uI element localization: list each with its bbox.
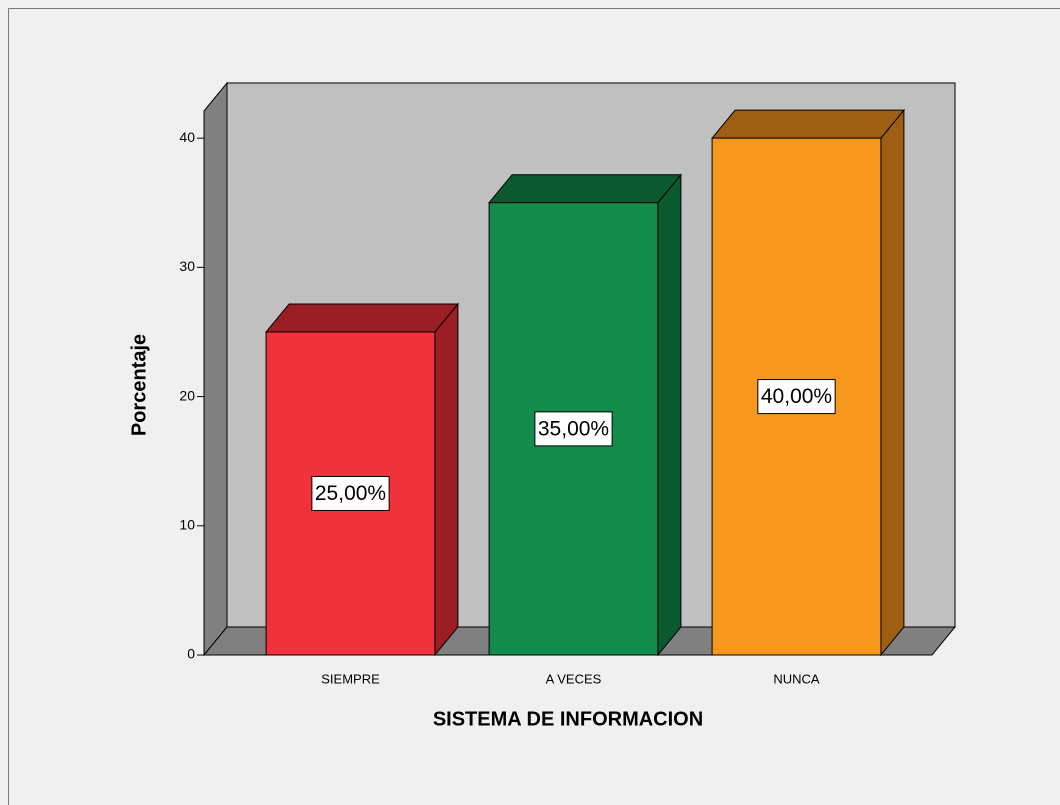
y-tick-label: 0 [187, 646, 195, 662]
data-label: 40,00% [761, 385, 832, 408]
bar-top [488, 174, 682, 204]
data-label: 25,00% [315, 482, 386, 505]
x-tick-label: NUNCA [773, 671, 820, 686]
x-axis-title: SISTEMA DE INFORMACION [433, 708, 703, 730]
bar-side [880, 108, 905, 657]
bar-side [434, 302, 459, 657]
y-tick-label: 30 [179, 258, 195, 274]
x-tick-label: A VECES [546, 671, 602, 686]
bar-top [711, 109, 905, 139]
data-label-box [534, 411, 613, 447]
y-axis-title: Porcentaje [128, 334, 150, 436]
data-label-box [311, 475, 390, 511]
data-label-box [757, 379, 836, 415]
bar-side [657, 173, 682, 657]
data-label: 35,00% [538, 417, 609, 440]
bar-top [265, 303, 459, 333]
y-tick-label: 10 [179, 516, 195, 532]
x-tick-label: SIEMPRE [321, 671, 380, 686]
y-tick-label: 40 [179, 129, 195, 145]
y-tick-label: 20 [179, 387, 195, 403]
left-wall [203, 81, 228, 657]
